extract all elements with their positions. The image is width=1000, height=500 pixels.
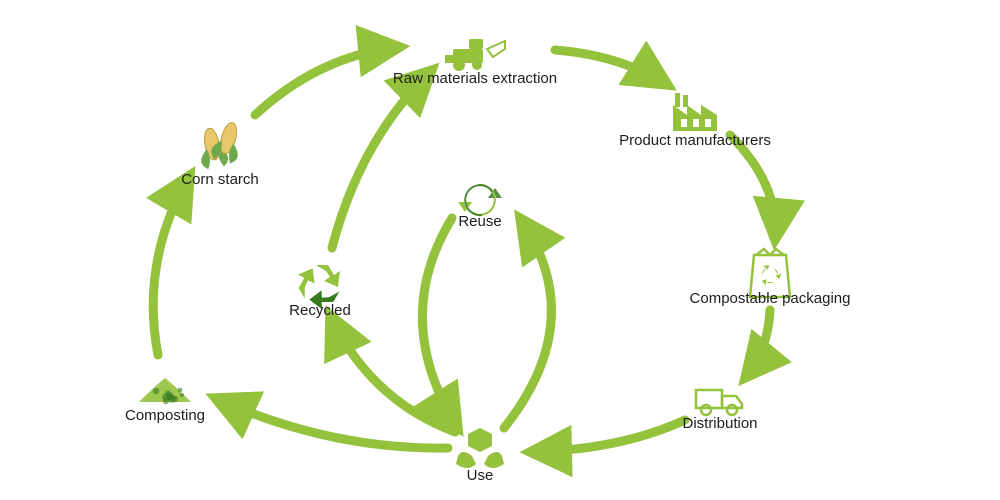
edge-pack-to-dist	[745, 310, 770, 378]
edge-dist-to-use	[530, 420, 685, 452]
edge-use-to-reuse	[504, 218, 551, 428]
node-mfg: Product manufacturers	[619, 93, 771, 149]
node-compost: Composting	[125, 378, 205, 424]
mfg-icon	[673, 93, 717, 131]
edge-reuse-to-use	[422, 218, 458, 428]
edge-raw-to-mfg	[555, 50, 668, 85]
label-raw: Raw materials extraction	[393, 70, 557, 87]
label-pack: Compostable packaging	[690, 290, 851, 307]
label-corn: Corn starch	[181, 171, 259, 188]
node-corn: Corn starch	[181, 119, 259, 188]
label-use: Use	[467, 467, 494, 484]
use-icon	[456, 428, 504, 468]
compost-icon	[139, 378, 191, 404]
node-use: Use	[456, 428, 504, 484]
corn-icon	[196, 119, 246, 170]
dist-icon	[696, 390, 742, 415]
lifecycle-diagram: Raw materials extraction Product manufact…	[0, 0, 1000, 500]
node-dist: Distribution	[682, 390, 757, 432]
node-pack: Compostable packaging	[690, 249, 851, 307]
raw-icon	[445, 39, 505, 71]
edge-recycle-to-raw	[332, 70, 432, 248]
node-raw: Raw materials extraction	[393, 39, 557, 87]
edge-compost-to-corn	[153, 175, 190, 355]
label-compost: Composting	[125, 407, 205, 424]
edge-corn-to-raw	[255, 47, 400, 115]
label-dist: Distribution	[682, 415, 757, 432]
label-recycle: Recycled	[289, 302, 351, 319]
node-reuse: Reuse	[458, 184, 502, 230]
node-recycle: Recycled	[289, 265, 351, 319]
label-reuse: Reuse	[458, 213, 501, 230]
reuse-icon	[458, 184, 502, 216]
label-mfg: Product manufacturers	[619, 132, 771, 149]
edge-use-to-compost	[215, 398, 448, 448]
edge-mfg-to-pack	[730, 135, 775, 240]
